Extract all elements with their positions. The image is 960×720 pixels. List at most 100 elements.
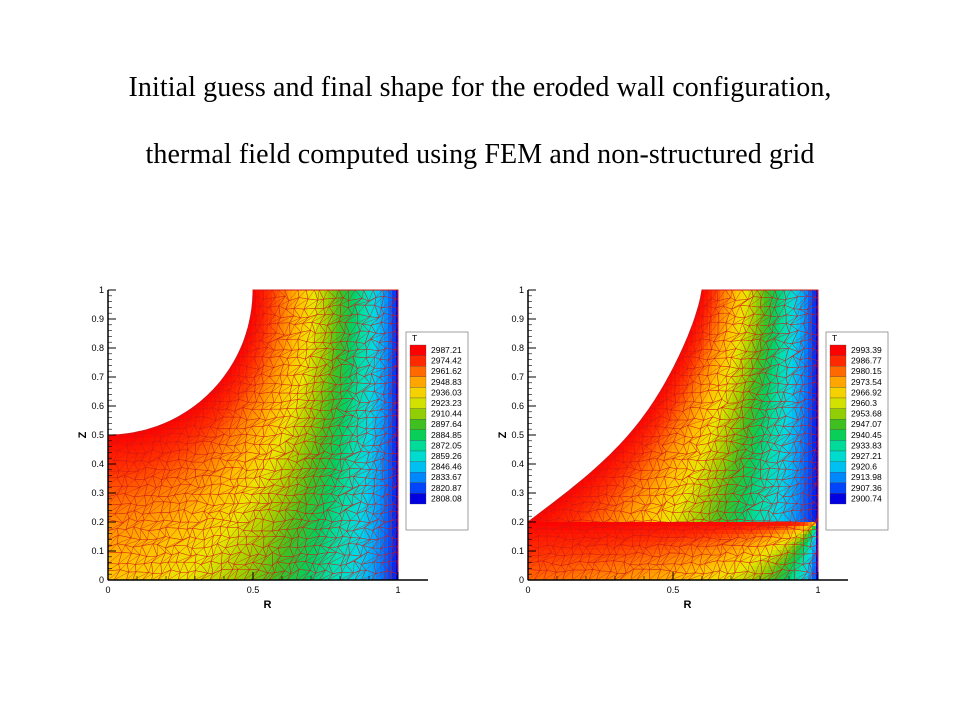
y-tick-label: 0.8 [91,343,104,353]
legend-value: 2953.68 [851,409,882,419]
legend-value: 2808.08 [431,493,462,503]
legend-swatch [409,344,427,356]
legend-value: 2872.05 [431,440,462,450]
legend-value: 2900.74 [851,493,882,503]
legend-swatch [829,408,847,420]
legend-title: T [412,333,417,343]
y-tick-label: 0.2 [91,517,104,527]
legend-value: 2940.45 [851,430,882,440]
y-tick-label: 0.5 [91,430,104,440]
legend-swatch [409,397,427,409]
legend-swatch [409,429,427,441]
x-axis-title: R [684,599,692,611]
y-tick-label: 0.1 [511,546,524,556]
y-tick-label: 0.3 [511,488,524,498]
legend-swatch [829,440,847,452]
y-tick-label: 0.1 [91,546,104,556]
legend-swatch [829,355,847,367]
y-tick-label: 0.9 [91,314,104,324]
y-axis-title: Z [77,431,89,438]
legend-swatch [829,366,847,377]
legend-value: 2933.83 [851,440,882,450]
x-tick-label: 1 [815,585,820,595]
legend-swatch [409,366,427,377]
legend-swatch [409,493,427,505]
legend-value: 2884.85 [431,430,462,440]
legend-swatch [829,472,847,483]
y-tick-label: 0.7 [91,372,104,382]
legend-value: 2859.26 [431,451,462,461]
x-tick-label: 1 [395,585,400,595]
legend-swatch [829,429,847,441]
legend-swatch [409,472,427,483]
domain-outline [527,289,819,581]
legend-value: 2897.64 [431,419,462,429]
legend-swatch [829,482,847,494]
legend-value: 2947.07 [851,419,882,429]
legend-value: 2910.44 [431,409,462,419]
legend-value: 2927.21 [851,451,882,461]
y-tick-label: 0.7 [511,372,524,382]
y-axis-title: Z [497,431,509,438]
y-tick-label: 1 [99,285,104,295]
legend-swatch [409,419,427,430]
legend-swatch [409,376,427,388]
legend-swatch [829,387,847,399]
legend-value: 2966.92 [851,387,882,397]
legend-value: 2961.62 [431,366,462,376]
x-tick-label: 0.5 [667,585,680,595]
domain-outline [107,289,399,581]
x-tick-label: 0.5 [247,585,260,595]
legend-swatch [829,461,847,473]
legend-value: 2833.67 [431,472,462,482]
legend-value: 2923.23 [431,398,462,408]
axes: 0 0.1 0.2 0.3 0.4 0.5 0.6 0.7 0.8 0.9 1 0 0.5 1 R Z [77,285,428,611]
legend-value: 2987.21 [431,345,462,355]
axes: 0 0.1 0.2 0.3 0.4 0.5 0.6 0.7 0.8 0.9 1 0 0.5 1 R Z [497,285,848,611]
y-tick-label: 0.2 [511,517,524,527]
x-tick-label: 0 [105,585,110,595]
y-tick-label: 0.9 [511,314,524,324]
final-shape-plot: 0 0.1 0.2 0.3 0.4 0.5 0.6 0.7 0.8 0.9 1 0 0.5 1 R Z T 299… [497,285,889,611]
legend-swatch [409,482,427,494]
legend-value: 2986.77 [851,356,882,366]
legend-swatch [829,493,847,505]
legend-title: T [832,333,837,343]
slide-title-line-1: Initial guess and final shape for the er… [128,72,832,103]
y-tick-label: 0.4 [91,459,104,469]
legend-swatch [829,419,847,430]
legend-value: 2973.54 [851,377,882,387]
legend-swatch [829,344,847,356]
y-tick-label: 0 [519,575,524,585]
y-tick-label: 0 [99,575,104,585]
legend-value: 2907.36 [851,483,882,493]
legend-swatch [409,440,427,452]
legend: T 2993.392986.772980.152973.542966.922960… [825,331,889,531]
legend-value: 2936.03 [431,387,462,397]
y-tick-label: 0.6 [91,401,104,411]
legend-swatch [829,397,847,409]
legend-value: 2993.39 [851,345,882,355]
legend-swatch [829,376,847,388]
legend: T 2987.212974.422961.622948.832936.032923… [405,331,469,531]
legend-value: 2913.98 [851,472,882,482]
initial-guess-plot: 0 0.1 0.2 0.3 0.4 0.5 0.6 0.7 0.8 0.9 1 0 0.5 1 R Z T 298… [77,285,469,611]
slide-title-line-2: thermal field computed using FEM and non… [145,139,815,170]
legend-value: 2846.46 [431,462,462,472]
y-tick-label: 0.8 [511,343,524,353]
legend-swatch [409,461,427,473]
legend-swatch [409,355,427,367]
legend-swatch [409,408,427,420]
legend-value: 2920.6 [851,462,877,472]
y-tick-label: 0.3 [91,488,104,498]
x-axis-title: R [264,599,272,611]
y-tick-label: 0.5 [511,430,524,440]
legend-swatch [829,450,847,462]
legend-value: 2948.83 [431,377,462,387]
y-tick-label: 0.4 [511,459,524,469]
legend-value: 2980.15 [851,366,882,376]
y-tick-label: 1 [519,285,524,295]
legend-value: 2820.87 [431,483,462,493]
legend-value: 2960.3 [851,398,877,408]
y-tick-label: 0.6 [511,401,524,411]
